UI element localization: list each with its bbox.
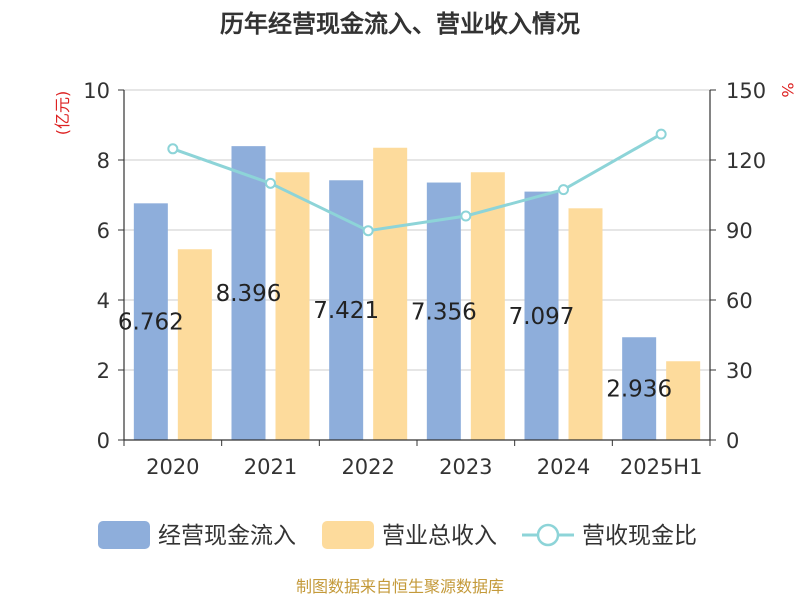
bar-cash-inflow [622, 337, 657, 440]
ratio-line-point [655, 128, 667, 140]
ratio-line-point [460, 210, 472, 222]
y2-tick-label: 120 [726, 149, 766, 173]
bar-revenue [666, 361, 701, 440]
bar-cash-inflow [524, 191, 559, 440]
bar-cash-inflow [231, 146, 266, 440]
bar-revenue [275, 172, 310, 440]
legend-swatch [322, 521, 374, 549]
ratio-line-point [167, 143, 179, 155]
y-tick-label: 0 [97, 429, 110, 453]
legend-marker [536, 523, 560, 547]
x-tick-label: 2021 [244, 455, 297, 479]
y-tick-label: 8 [97, 149, 110, 173]
legend-item[interactable]: 经营现金流入 [98, 521, 296, 549]
legend-label: 营收现金比 [582, 523, 697, 549]
gridlines [124, 89, 710, 371]
y2-tick-label: 30 [726, 359, 753, 383]
bar-cash-inflow [426, 182, 461, 441]
legend-label: 营业总收入 [382, 523, 497, 549]
ratio-line-path [172, 132, 662, 233]
x-tick-label: 2024 [537, 455, 590, 479]
source-note: 制图数据来自恒生聚源数据库 [296, 577, 504, 596]
bar-data-label: 2.936 [606, 377, 672, 403]
bar-revenue [470, 172, 505, 440]
x-tick-label: 2023 [439, 455, 492, 479]
chart-title: 历年经营现金流入、营业收入情况 [220, 10, 580, 38]
y-tick-label: 4 [97, 289, 110, 313]
bar-data-label: 7.356 [411, 299, 477, 325]
y-tick-label: 6 [97, 219, 110, 243]
ratio-line-point [265, 177, 276, 189]
bar-revenue [177, 249, 212, 440]
y2-tick-label: 150 [726, 79, 766, 103]
ratio-line [167, 128, 667, 237]
ratio-line-point [558, 184, 569, 196]
tick-labels: 0 2 4 6 8 10 0 30 60 90 120 150 2020 2021 2022 2023 2024… [83, 79, 766, 479]
y2-tick-label: 0 [726, 429, 739, 453]
x-tick-label: 2025H1 [620, 455, 703, 479]
bar-revenue [568, 208, 603, 440]
bar-data-label: 8.396 [216, 281, 282, 307]
x-tick-label: 2020 [146, 455, 199, 479]
y-tick-label: 2 [97, 359, 110, 383]
y2-tick-label: 60 [726, 289, 753, 313]
bar-data-label: 7.097 [509, 304, 575, 330]
legend-label: 经营现金流入 [158, 523, 296, 549]
legend-swatch [98, 521, 150, 549]
y2-tick-label: 90 [726, 219, 753, 243]
bar-data-label: 7.421 [313, 298, 379, 324]
legend-item[interactable]: 营业总收入 [322, 521, 497, 549]
x-tick-label: 2022 [341, 455, 394, 479]
y-tick-label: 10 [83, 79, 110, 103]
bar-cash-inflow [329, 180, 364, 440]
bars [133, 146, 701, 441]
y2-axis-unit: % [778, 82, 797, 97]
ratio-line-point [362, 225, 374, 237]
y-axis-unit: (亿元) [53, 91, 72, 136]
bar-cash-inflow [133, 203, 168, 440]
bar-data-label: 6.762 [118, 310, 184, 336]
legend: 经营现金流入 营业总收入 营收现金比 [98, 521, 697, 549]
data-labels: 6.762 8.396 7.421 7.356 7.097 2.936 [118, 281, 672, 403]
legend-item[interactable]: 营收现金比 [522, 523, 697, 549]
bar-revenue [373, 147, 408, 440]
axes [118, 89, 716, 446]
